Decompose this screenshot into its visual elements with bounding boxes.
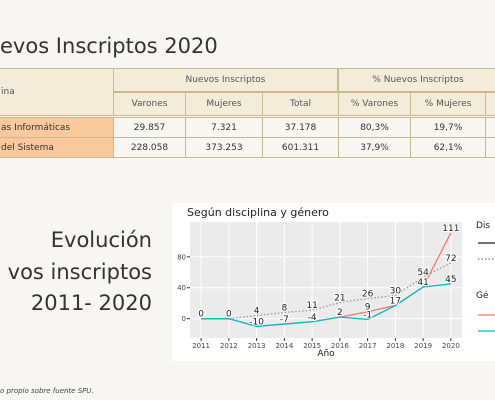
- legend-title: Dis: [476, 221, 490, 231]
- x-tick-label: 2018: [386, 342, 404, 350]
- x-axis-label: Año: [317, 349, 335, 359]
- data-label: 72: [445, 254, 456, 264]
- data-label: 30: [390, 286, 402, 296]
- series-line: [201, 283, 451, 328]
- data-label: -10: [249, 317, 264, 327]
- column-header: % Mujeres: [410, 92, 486, 116]
- side-text: Evolución: [50, 228, 152, 252]
- table-cell: [485, 137, 495, 158]
- data-label: -1: [363, 310, 372, 320]
- x-tick-label: 2013: [248, 342, 266, 350]
- data-label: 111: [442, 224, 459, 234]
- data-label: 41: [417, 278, 428, 288]
- y-tick-label: 80: [177, 253, 186, 261]
- data-label: 2: [337, 308, 343, 318]
- group-header: % Nuevos Inscriptos: [338, 68, 495, 92]
- y-tick-label: 40: [177, 284, 186, 292]
- data-label: -10: [249, 317, 264, 327]
- data-label: 2: [337, 308, 343, 318]
- data-label: 0: [198, 310, 204, 320]
- data-label: 54: [417, 268, 429, 278]
- data-label: 41: [417, 278, 428, 288]
- side-text: 2011- 2020: [30, 291, 152, 315]
- slide-title: evos Inscriptos 2020: [0, 34, 218, 58]
- data-label: 0: [198, 310, 204, 320]
- data-label: 0: [226, 310, 232, 320]
- y-tick-label: 0: [182, 315, 186, 323]
- data-label: 17: [390, 297, 401, 307]
- footnote: o propio sobre fuente SPU.: [0, 387, 94, 395]
- data-label: 21: [334, 293, 345, 303]
- data-label: -7: [280, 315, 289, 325]
- column-header: Total: [262, 92, 339, 116]
- data-label: -7: [280, 315, 289, 325]
- x-tick-label: 2011: [192, 342, 210, 350]
- x-tick-label: 2016: [331, 342, 349, 350]
- column-header: % Varones: [338, 92, 411, 116]
- column-header: [485, 92, 495, 116]
- data-label: 17: [390, 297, 401, 307]
- x-tick-label: 2019: [414, 342, 432, 350]
- column-header: Varones: [113, 92, 186, 116]
- table-corner: ina: [0, 68, 115, 116]
- group-header: Nuevos Inscriptos: [113, 68, 338, 92]
- data-label: 0: [226, 310, 232, 320]
- data-label: 45: [445, 275, 456, 285]
- data-label: -4: [308, 313, 317, 323]
- x-tick-label: 2020: [442, 342, 460, 350]
- chart-title: Según disciplina y género: [187, 206, 329, 219]
- data-label: -4: [308, 313, 317, 323]
- data-label: 26: [362, 290, 374, 300]
- data-label: 11: [306, 301, 317, 311]
- data-label: 4: [254, 307, 260, 317]
- data-label: 8: [282, 303, 288, 313]
- x-tick-label: 2017: [359, 342, 377, 350]
- x-tick-label: 2014: [275, 342, 293, 350]
- data-label: 9: [365, 303, 371, 313]
- side-text: vos inscriptos: [7, 260, 152, 284]
- x-tick-label: 2012: [220, 342, 238, 350]
- data-label: 0: [226, 310, 232, 320]
- legend-title: Gé: [476, 290, 489, 301]
- data-label: 0: [198, 310, 204, 320]
- x-tick-label: 2015: [303, 342, 321, 350]
